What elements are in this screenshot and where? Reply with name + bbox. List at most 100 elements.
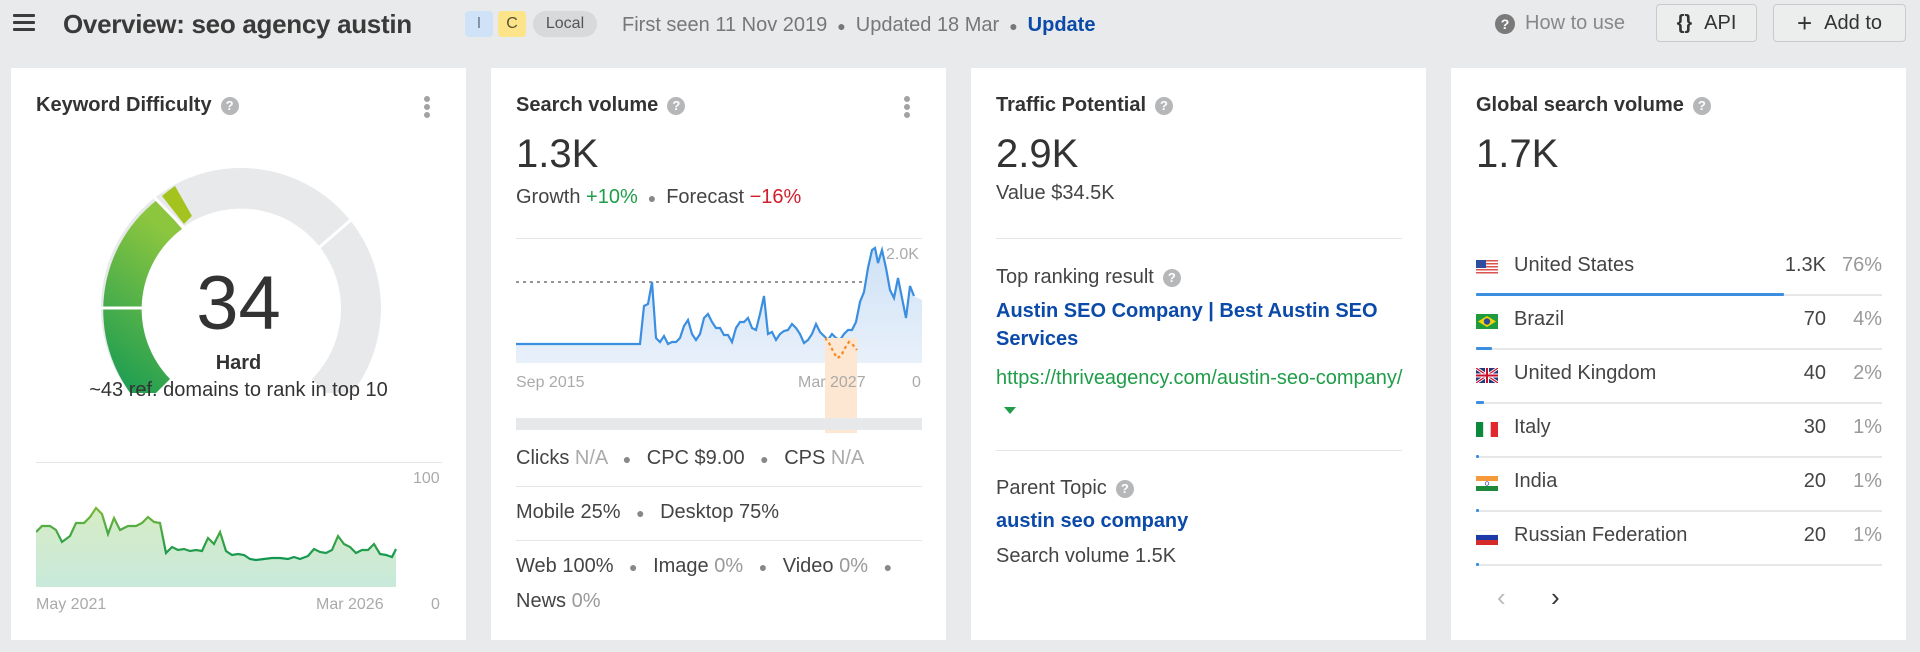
uk-flag-icon <box>1476 368 1498 383</box>
how-to-use-label: How to use <box>1525 12 1626 34</box>
country-share: 2% <box>1853 362 1882 384</box>
device-split-row: Mobile 25% ● Desktop 75% <box>516 495 922 530</box>
cps-label: CPS <box>784 447 826 469</box>
growth-forecast-line: Growth +10% ● Forecast −16% <box>516 186 801 209</box>
api-button-label: API <box>1704 11 1737 34</box>
intent-badge-informational: I <box>465 11 493 37</box>
divider <box>516 486 922 487</box>
clicks-cpc-row: Clicks N/A ● CPC $9.00 ● CPS N/A <box>516 441 922 476</box>
x-axis-start-label: May 2021 <box>36 596 107 613</box>
card-title: Search volume ? <box>516 94 686 117</box>
forecast-value: −16% <box>749 186 802 208</box>
separator-dot: ● <box>647 189 657 206</box>
forecast-label: Forecast <box>666 186 745 208</box>
help-icon[interactable]: ? <box>1162 268 1181 287</box>
country-name: Italy <box>1514 416 1551 438</box>
top-result-title-link[interactable]: Austin SEO Company | Best Austin SEO Ser… <box>996 300 1378 350</box>
share-track <box>1476 456 1882 458</box>
more-options-icon[interactable] <box>903 96 911 118</box>
search-volume-value: 1.3K <box>516 132 599 176</box>
share-bar <box>1476 401 1484 404</box>
country-volume: 20 <box>1803 470 1826 492</box>
parent-topic-link[interactable]: austin seo company <box>996 510 1189 532</box>
caret-down-icon[interactable] <box>1004 407 1016 415</box>
country-volume: 30 <box>1803 416 1826 438</box>
difficulty-score: 34 <box>196 261 281 346</box>
country-share: 76% <box>1841 254 1882 276</box>
country-name: Russian Federation <box>1514 524 1688 546</box>
help-icon[interactable]: ? <box>667 96 686 115</box>
country-volume: 70 <box>1803 308 1826 330</box>
help-icon[interactable]: ? <box>1115 479 1134 498</box>
country-row[interactable]: Brazil 70 4% <box>1476 304 1882 358</box>
help-icon[interactable]: ? <box>1692 96 1711 115</box>
clicks-label: Clicks <box>516 447 570 469</box>
cpc-value: $9.00 <box>694 447 745 469</box>
country-row[interactable]: United States 1.3K 76% <box>1476 250 1882 304</box>
serp-type-row: Web 100% ● Image 0% ● Video 0% ● News 0% <box>516 549 922 618</box>
y-axis-min-label: 0 <box>431 596 440 613</box>
country-row[interactable]: Italy 30 1% <box>1476 412 1882 466</box>
cpc-label: CPC <box>646 447 689 469</box>
traffic-potential-value: 2.9K <box>996 132 1079 176</box>
top-result-url-link[interactable]: https://thriveagency.com/austin-seo-comp… <box>996 362 1406 426</box>
separator-dot: ● <box>622 451 632 467</box>
country-name: Brazil <box>1514 308 1565 330</box>
top-ranking-label: Top ranking result ? <box>996 266 1181 289</box>
share-bar <box>1476 347 1492 350</box>
desktop-share: Desktop 75% <box>660 501 780 523</box>
global-search-volume-value: 1.7K <box>1476 132 1559 176</box>
divider <box>516 238 922 239</box>
how-to-use-link[interactable]: ? How to use <box>1495 12 1625 35</box>
russia-flag-icon <box>1476 530 1498 545</box>
y-axis-min-label: 0 <box>912 374 921 391</box>
traffic-potential-title: Traffic Potential <box>996 94 1147 116</box>
india-flag-icon <box>1476 476 1498 491</box>
cps-value: N/A <box>830 447 865 469</box>
forecast-region <box>825 337 858 433</box>
news-value: 0% <box>571 590 601 612</box>
ref-domains-text: ~43 ref. domains to rank in top 10 <box>89 379 388 401</box>
italy-flag-icon <box>1476 422 1498 437</box>
update-link[interactable]: Update <box>1027 14 1096 36</box>
share-track <box>1476 402 1882 404</box>
parent-topic-label: Parent Topic ? <box>996 477 1134 500</box>
country-volume: 40 <box>1803 362 1826 384</box>
divider <box>996 450 1402 451</box>
country-volume: 20 <box>1803 524 1826 546</box>
card-title: Keyword Difficulty ? <box>36 94 239 117</box>
share-bar <box>1476 509 1479 512</box>
separator-dot: ● <box>883 559 893 575</box>
country-share: 1% <box>1853 416 1882 438</box>
api-button[interactable]: {} API <box>1656 4 1757 42</box>
country-row[interactable]: India 20 1% <box>1476 466 1882 520</box>
image-value: 0% <box>714 555 744 577</box>
hamburger-menu-icon[interactable] <box>13 14 35 32</box>
plus-icon: + <box>1796 7 1813 38</box>
country-name: United States <box>1514 254 1635 276</box>
parent-topic-search-volume: Search volume 1.5K <box>996 545 1177 567</box>
country-row[interactable]: United Kingdom 40 2% <box>1476 358 1882 412</box>
country-row[interactable]: Russian Federation 20 1% <box>1476 520 1882 574</box>
help-icon[interactable]: ? <box>1155 96 1174 115</box>
add-to-button[interactable]: + Add to <box>1773 4 1906 42</box>
first-seen-text: First seen 11 Nov 2019 <box>622 14 828 36</box>
brazil-flag-icon <box>1476 314 1498 329</box>
previous-page-chevron-icon[interactable]: ‹ <box>1497 582 1506 612</box>
web-share: Web 100% <box>516 555 614 577</box>
intent-badge-commercial: C <box>498 11 526 37</box>
difficulty-history-chart[interactable] <box>35 462 446 591</box>
growth-label: Growth <box>516 186 581 208</box>
keyword-meta: First seen 11 Nov 2019 ● Updated 18 Mar … <box>622 14 1095 37</box>
updated-text: Updated 18 Mar <box>855 14 1000 36</box>
next-page-chevron-icon[interactable]: › <box>1551 582 1560 612</box>
x-axis-end-label: Mar 2027 <box>798 374 866 391</box>
help-icon[interactable]: ? <box>220 96 239 115</box>
us-flag-icon <box>1476 260 1498 275</box>
x-axis-start-label: Sep 2015 <box>516 374 585 391</box>
country-share: 4% <box>1853 308 1882 330</box>
traffic-potential-card: Traffic Potential ? 2.9K Value $34.5K To… <box>971 68 1426 640</box>
more-options-icon[interactable] <box>423 96 431 118</box>
divider <box>996 238 1402 239</box>
parent-topic-label-text: Parent Topic <box>996 477 1107 499</box>
